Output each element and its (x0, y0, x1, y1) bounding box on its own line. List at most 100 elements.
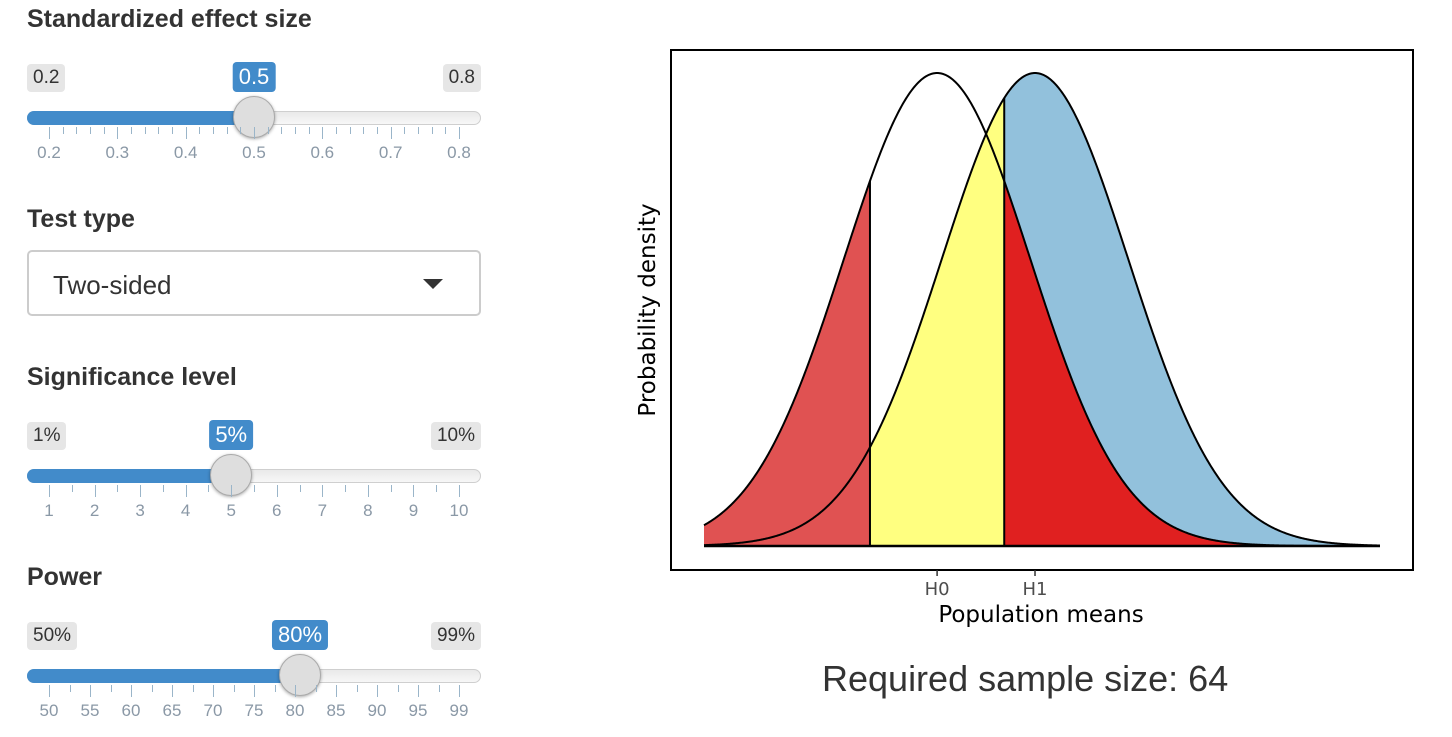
slider-major-tick (49, 685, 50, 697)
slider-minor-tick (226, 127, 228, 134)
slider-minor-tick (240, 127, 242, 134)
slider-major-tick (459, 485, 460, 497)
slider-minor-tick (404, 127, 406, 134)
alpha-upper-region (1004, 181, 1380, 546)
slider-tick-label: 55 (80, 701, 100, 720)
h1-density-curve (703, 71, 1381, 547)
slider-minor-tick (349, 127, 351, 134)
slider-minor-tick (267, 127, 269, 134)
slider-minor-tick (192, 685, 194, 692)
significance-label: Significance level (27, 363, 237, 391)
slider-major-tick (413, 485, 415, 497)
slider-minor-tick (110, 685, 112, 692)
slider-minor-tick (117, 485, 119, 492)
significance-value-label: 5% (209, 420, 254, 450)
power-slider[interactable]: 50% 99% 80% 50 55 60 65 70 75 80 85 90 95 99 (27, 590, 481, 720)
slider-major-tick (459, 685, 460, 697)
slider-minor-tick (69, 685, 71, 692)
slider-minor-tick (377, 127, 378, 134)
power-ticks: 50 55 60 65 70 75 80 85 90 95 99 (27, 685, 481, 725)
slider-tick-label: 65 (162, 701, 182, 720)
power-label: Power (27, 563, 103, 591)
slider-major-tick (185, 485, 187, 497)
alpha-lower-region (704, 181, 870, 546)
slider-major-tick (131, 685, 132, 697)
slider-tick-label: 85 (326, 701, 346, 720)
slider-minor-tick (144, 127, 146, 134)
test-type-selected-value: Two-sided (53, 270, 172, 300)
significance-ticks: 1 2 3 4 5 6 7 8 9 10 (27, 485, 481, 525)
significance-slider[interactable]: 1% 10% 5% 1 2 3 4 5 6 7 8 9 10 (27, 390, 481, 520)
power-control: Power 50% 99% 80% 50 55 60 65 70 75 80 85 90 95 99 (27, 563, 481, 720)
slider-minor-tick (308, 127, 310, 134)
slider-tick-label: 75 (244, 701, 264, 720)
slider-minor-tick (431, 127, 433, 134)
slider-major-tick (322, 485, 324, 497)
slider-major-tick (276, 485, 278, 497)
slider-tick-label: 4 (180, 501, 191, 520)
significance-control: Significance level 1% 10% 5% 1 2 3 4 5 6 7 8 9 10 (27, 363, 481, 520)
slider-minor-tick (397, 685, 399, 692)
x-axis-label: Population means (938, 602, 1143, 628)
slider-tick-label: 0.8 (447, 143, 471, 162)
slider-minor-tick (199, 127, 201, 134)
slider-major-tick (231, 485, 233, 497)
slider-tick-label: 95 (408, 701, 428, 720)
slider-tick-label: 0.6 (310, 143, 335, 162)
slider-tick-label: 60 (121, 701, 141, 720)
slider-minor-tick (90, 127, 91, 134)
x-tick-label: H0 (925, 579, 950, 600)
effect-size-max-label: 0.8 (442, 64, 481, 92)
slider-minor-tick (254, 485, 255, 492)
slider-major-tick (117, 127, 119, 139)
slider-minor-tick (418, 127, 419, 134)
slider-tick-label: 90 (367, 701, 387, 720)
slider-minor-tick (151, 685, 153, 692)
effect-size-fill (27, 111, 254, 125)
slider-tick-label: 1 (44, 501, 54, 520)
slider-major-tick (172, 685, 173, 697)
effect-size-value-label: 0.5 (232, 62, 276, 92)
significance-max-label: 10% (430, 422, 481, 450)
power-value-label: 80% (271, 620, 329, 650)
slider-major-tick (140, 485, 142, 497)
slider-minor-tick (299, 485, 301, 492)
slider-major-tick (377, 685, 378, 697)
slider-tick-label: 2 (89, 501, 100, 520)
slider-minor-tick (436, 485, 438, 492)
slider-minor-tick (281, 127, 283, 134)
slider-major-tick (254, 685, 255, 697)
caret-down-icon (423, 279, 443, 289)
slider-major-tick (213, 685, 214, 697)
power-handle[interactable] (279, 654, 322, 696)
slider-minor-tick (213, 127, 214, 134)
slider-major-tick (390, 127, 392, 139)
slider-tick-label: 6 (272, 501, 282, 520)
slider-minor-tick (233, 685, 235, 692)
plot-curves (703, 71, 1381, 548)
slider-major-tick (322, 127, 324, 139)
slider-major-tick (459, 127, 460, 139)
effect-size-control: Standardized effect size 0.2 0.8 0.5 0.2… (27, 7, 481, 162)
slider-minor-tick (208, 485, 210, 492)
slider-tick-label: 0.7 (378, 143, 403, 162)
slider-major-tick (336, 685, 337, 697)
slider-minor-tick (62, 127, 64, 134)
slider-minor-tick (315, 685, 317, 692)
significance-min-label: 1% (27, 422, 67, 450)
slider-major-tick (49, 485, 50, 497)
slider-minor-tick (76, 127, 78, 134)
power-plot: H0 H1 Population means Probability densit… (635, 49, 1414, 628)
slider-major-tick (418, 685, 419, 697)
effect-size-slider[interactable]: 0.2 0.8 0.5 0.2 0.3 0.4 0.5 0.6 0.7 0.8 (27, 32, 481, 162)
slider-minor-tick (438, 685, 440, 692)
test-type-select[interactable]: Two-sided (27, 250, 481, 316)
slider-tick-label: 8 (363, 501, 373, 520)
slider-tick-label: 70 (203, 701, 223, 720)
power-region (1004, 73, 1380, 546)
slider-minor-tick (345, 485, 347, 492)
slider-minor-tick (103, 127, 105, 134)
slider-minor-tick (356, 685, 358, 692)
test-type-label: Test type (27, 205, 135, 233)
x-tick-label: H1 (1023, 579, 1048, 600)
